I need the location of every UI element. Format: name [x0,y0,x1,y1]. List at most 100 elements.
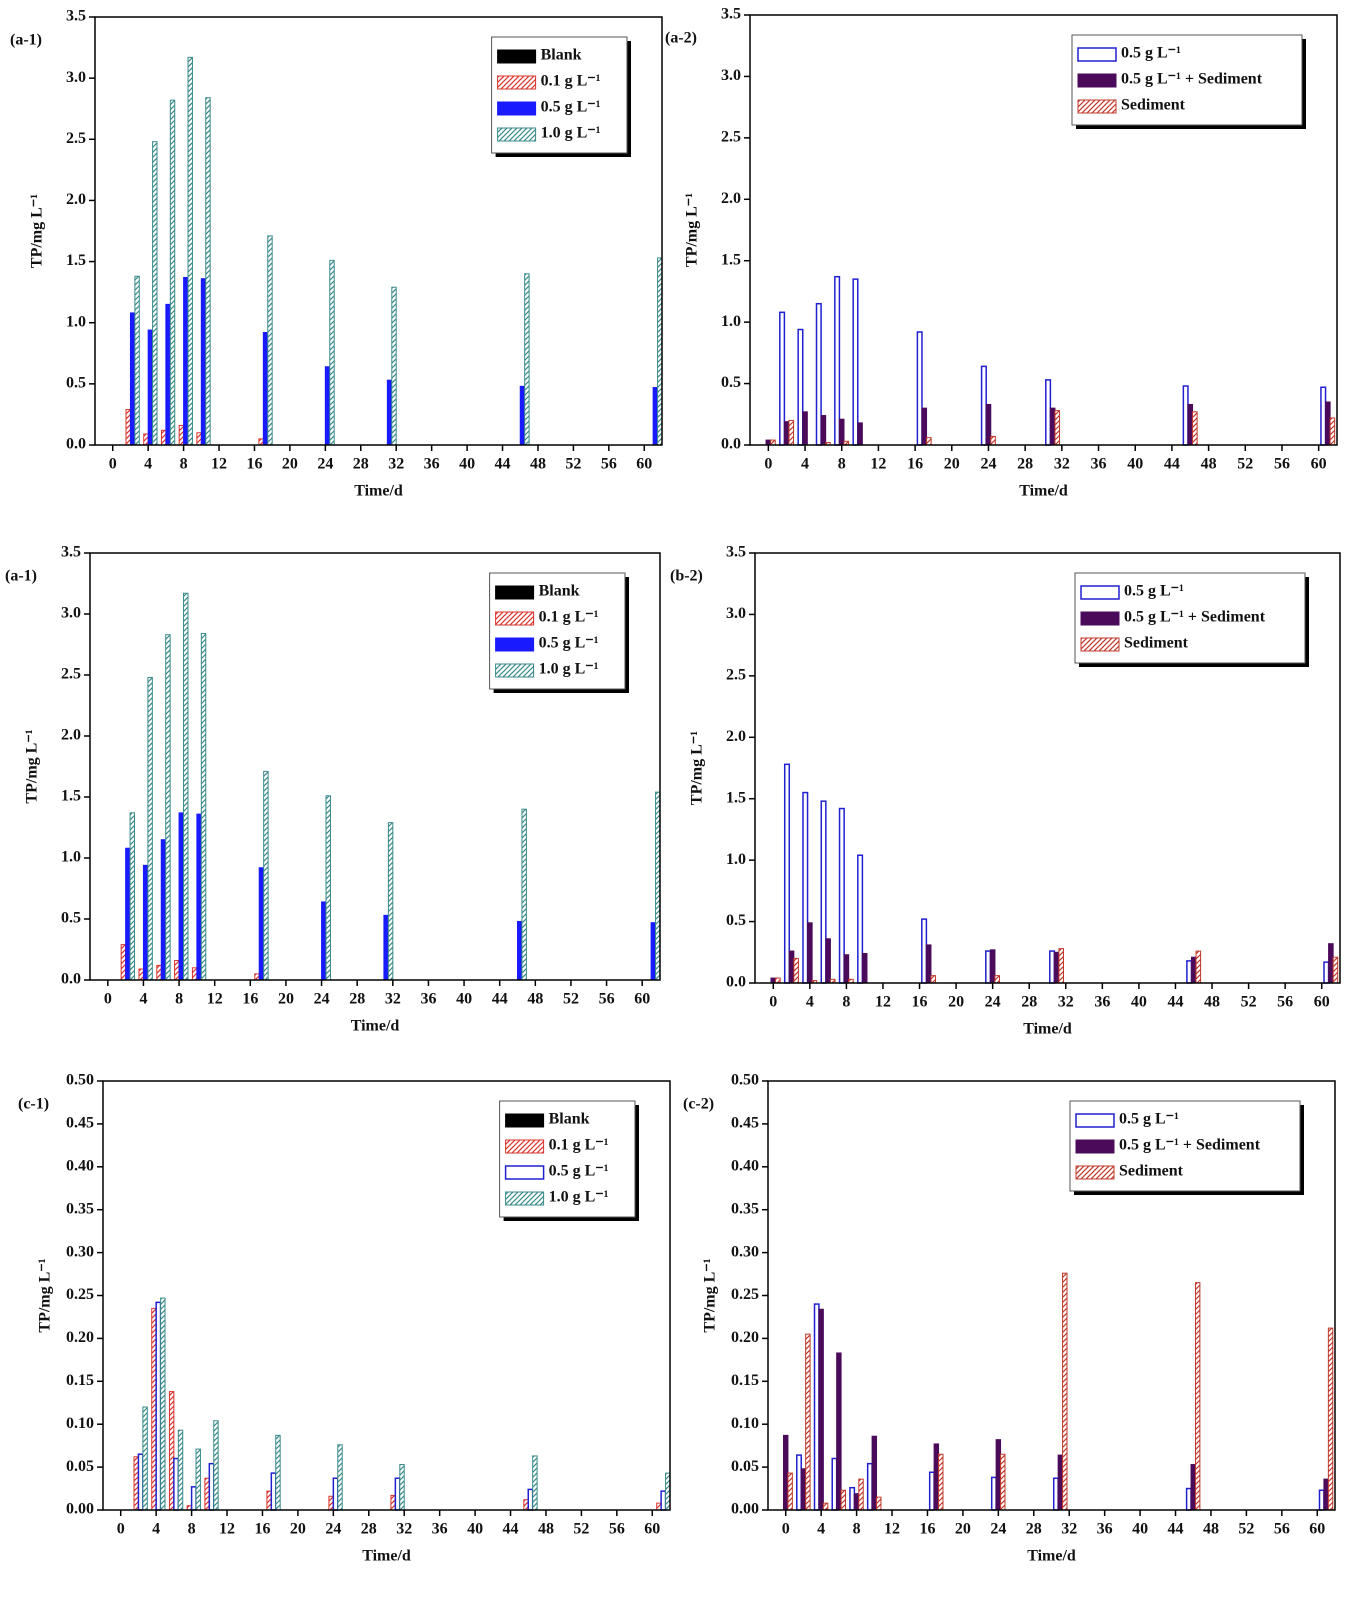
y-tick-label: 3.5 [66,8,86,25]
y-axis-label: TP/mg L⁻¹ [29,194,46,268]
bar [519,385,526,446]
legend-label: Sediment [1124,635,1189,652]
bar [1182,385,1189,446]
x-tick-label: 0 [117,1521,125,1538]
legend-swatch [505,1191,545,1206]
legend-label: 1.0 g L⁻¹ [539,661,599,678]
x-tick-label: 56 [1277,994,1293,1011]
bar [142,864,149,981]
x-tick-label: 56 [609,1521,625,1538]
x-tick-label: 12 [219,1521,235,1538]
x-tick-label: 28 [349,991,365,1008]
legend-swatch [504,1165,545,1180]
x-tick-label: 56 [1274,456,1290,473]
x-tick-label: 28 [361,1521,377,1538]
bar [871,1435,878,1511]
y-tick-label: 2.0 [61,727,81,744]
y-tick-label: 0.35 [731,1200,759,1217]
bar [783,421,790,446]
y-tick-label: 1.0 [66,313,86,330]
y-tick-label: 1.5 [721,251,741,268]
legend-swatch [495,637,535,652]
y-tick-label: 2.0 [66,191,86,208]
legend-label: Blank [549,1111,590,1128]
bar [160,429,167,446]
x-tick-label: 44 [495,456,511,473]
y-tick-label: 2.5 [66,130,86,147]
y-tick-label: 0.45 [731,1115,759,1132]
legend-swatch [505,1139,545,1154]
bar [399,1464,405,1511]
x-tick-label: 16 [919,1521,935,1538]
x-tick-label: 36 [432,1521,448,1538]
bar [532,1455,538,1511]
bar [788,950,795,984]
bar [142,1406,148,1511]
legend-swatch [1077,99,1117,114]
bar [1062,1272,1068,1511]
x-tick-label: 8 [853,1521,861,1538]
y-axis-label: TP/mg L⁻¹ [702,1258,719,1332]
bar [143,433,149,446]
x-tick-label: 4 [817,1521,825,1538]
bar [802,791,809,984]
legend-label: Blank [541,47,582,64]
x-tick-label: 48 [1203,1521,1219,1538]
x-tick-label: 36 [1097,1521,1113,1538]
bar [1323,961,1330,984]
x-tick-label: 48 [1201,456,1217,473]
bar [876,1496,882,1511]
x-tick-label: 56 [599,991,615,1008]
bar [177,1429,184,1511]
bar [200,278,207,446]
panel-label: (a-1) [5,568,37,585]
bar [129,312,136,446]
bar [836,1352,842,1511]
x-tick-label: 4 [139,991,147,1008]
bar [921,407,928,446]
y-tick-label: 2.5 [61,666,81,683]
bar [853,1493,860,1511]
x-tick-label: 20 [278,991,294,1008]
bar [321,901,327,981]
bar [650,922,657,981]
bar [517,920,523,981]
bar [1057,1454,1064,1511]
y-tick-label: 0.30 [66,1243,94,1260]
y-tick-label: 1.5 [726,789,746,806]
x-tick-label: 28 [1017,456,1033,473]
legend-label: 0.5 g L⁻¹ [1119,1111,1179,1128]
y-tick-label: 0.40 [731,1157,759,1174]
bar [1052,1477,1059,1511]
bar [779,311,786,446]
y-tick-label: 0.40 [66,1157,94,1174]
bar [527,1488,534,1511]
bar [1323,1478,1329,1511]
bar [840,1489,847,1511]
bar [797,328,804,446]
y-axis-label: TP/mg L⁻¹ [24,729,41,803]
bar [820,800,827,984]
bar [391,286,397,446]
legend-swatch [497,101,537,116]
bar [995,1439,1002,1511]
x-tick-label: 12 [884,1521,900,1538]
bar [928,1471,935,1511]
x-tick-label: 24 [314,991,330,1008]
legend-label: Sediment [1121,97,1186,114]
y-tick-label: 0.25 [66,1286,94,1303]
y-tick-label: 1.5 [61,788,81,805]
bar [125,847,131,981]
x-tick-label: 52 [573,1521,589,1538]
y-tick-label: 2.5 [721,129,741,146]
bar [1195,950,1202,984]
x-tick-label: 16 [254,1521,270,1538]
y-tick-label: 3.0 [726,605,746,622]
legend-swatch [497,127,537,142]
bar [989,949,996,984]
legend-label: Sediment [1119,1163,1184,1180]
x-axis-label: Time/d [1019,483,1068,500]
x-tick-label: 52 [1237,456,1253,473]
bar [861,953,868,984]
x-tick-label: 20 [944,456,960,473]
